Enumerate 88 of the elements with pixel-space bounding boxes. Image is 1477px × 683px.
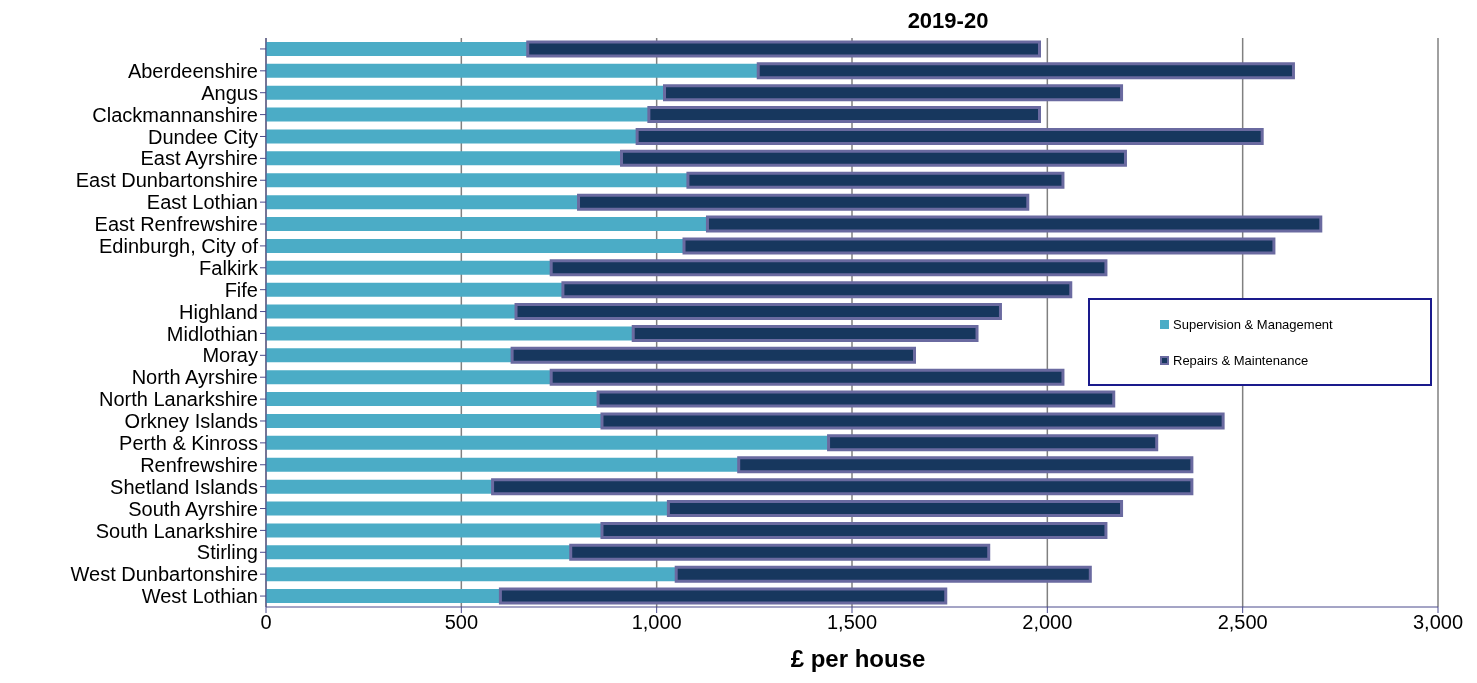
bar <box>266 41 528 56</box>
y-tick-label: East Lothian <box>146 191 258 214</box>
y-tick-label: South Lanarkshire <box>95 519 258 542</box>
y-tick-label: Highland <box>179 300 258 323</box>
bar <box>266 304 517 319</box>
y-tick-label: Fife <box>224 278 258 301</box>
bar <box>266 85 665 100</box>
bar <box>266 238 685 253</box>
bar <box>266 589 501 604</box>
bar <box>266 370 552 385</box>
legend-label: Repairs & Maintenance <box>1173 352 1309 368</box>
bar <box>549 259 1108 277</box>
bar <box>498 587 948 605</box>
bar <box>510 346 917 364</box>
bar <box>827 434 1159 452</box>
y-tick-label: Moray <box>202 344 258 367</box>
x-tick-label: 1,500 <box>826 611 878 634</box>
bar <box>266 457 739 472</box>
bar <box>266 413 602 428</box>
bar <box>266 545 571 560</box>
y-tick-label: Clackmannanshire <box>92 103 258 126</box>
bar <box>266 326 634 341</box>
bar <box>600 412 1225 430</box>
y-tick-label: Renfrewshire <box>140 453 258 476</box>
bar <box>620 149 1127 167</box>
x-tick-label: 0 <box>260 611 272 634</box>
y-tick-label: Shetland Islands <box>110 475 258 498</box>
legend-label: Supervision & Management <box>1173 316 1333 332</box>
bar <box>596 390 1116 408</box>
y-tick-label: South Ayrshire <box>128 497 258 520</box>
y-tick-label: Dundee City <box>147 125 258 148</box>
bar <box>635 127 1264 145</box>
bar <box>266 173 688 188</box>
bar <box>682 237 1276 255</box>
bar <box>266 260 552 275</box>
y-tick-label: Edinburgh, City of <box>99 235 259 257</box>
bar <box>549 368 1065 386</box>
y-tick-label: Orkney Islands <box>124 410 258 433</box>
y-tick-label: Stirling <box>196 541 258 564</box>
bar <box>756 62 1295 80</box>
bar <box>569 543 991 561</box>
bar <box>266 567 677 582</box>
bar <box>666 500 1124 518</box>
bar <box>266 348 513 363</box>
y-tick-label: North Ayrshire <box>131 366 258 389</box>
bar <box>737 456 1194 474</box>
bar <box>662 84 1124 102</box>
y-tick-label: Midlothian <box>166 322 258 345</box>
bar <box>266 151 622 166</box>
bar <box>266 129 638 144</box>
bar <box>526 40 1042 58</box>
chart-title: 2019-20 <box>906 8 990 34</box>
bar <box>266 501 669 516</box>
bar <box>266 435 829 450</box>
bar <box>674 565 1092 583</box>
bar <box>577 193 1030 211</box>
bar <box>266 217 708 232</box>
bar <box>266 63 759 78</box>
bar <box>647 106 1042 124</box>
y-tick-label: East Ayrshire <box>140 147 258 170</box>
y-tick-label: Perth & Kinross <box>119 431 258 454</box>
y-tick-label: East Dunbartonshire <box>75 169 258 192</box>
bar <box>705 215 1323 233</box>
y-tick-label: East Renfrewshire <box>94 213 258 236</box>
bar <box>266 392 599 407</box>
bar <box>266 479 493 494</box>
y-tick-label: West Dunbartonshire <box>70 563 258 586</box>
x-axis-title: £ per house <box>789 645 927 673</box>
x-tick-label: 3,000 <box>1412 611 1464 634</box>
bar <box>631 324 979 342</box>
bar <box>266 107 649 122</box>
y-tick-label: Angus <box>201 81 258 104</box>
bar <box>686 171 1065 189</box>
bar <box>491 478 1194 496</box>
y-tick-label: West Lothian <box>141 585 258 608</box>
x-tick-label: 2,500 <box>1217 611 1268 634</box>
x-tick-label: 500 <box>444 611 479 634</box>
x-tick-label: 2,000 <box>1022 611 1073 634</box>
bar <box>561 281 1073 299</box>
x-tick-label: 1,000 <box>631 611 682 634</box>
bar <box>600 521 1108 539</box>
y-tick-label: North Lanarkshire <box>99 388 258 411</box>
bar <box>514 303 1002 321</box>
bar <box>266 195 579 210</box>
bar <box>266 282 563 297</box>
bar <box>266 523 602 538</box>
y-tick-label: Falkirk <box>199 256 259 279</box>
y-tick-label: Aberdeenshire <box>127 59 258 82</box>
